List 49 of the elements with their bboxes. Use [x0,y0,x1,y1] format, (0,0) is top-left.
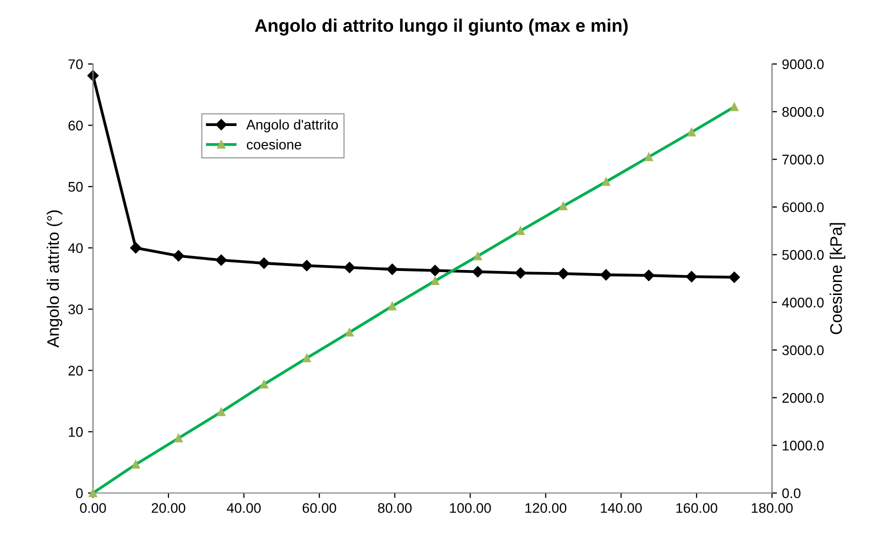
y-tick-label: 50 [68,182,83,192]
x-tick-label: 120.00 [525,503,566,513]
point [216,254,227,266]
point [87,70,99,82]
y2-tick-label: 9000.0 [782,59,824,70]
point [600,269,612,280]
y2-tick-label: 5000.0 [782,250,824,260]
y2-tick-label: 1000.0 [782,440,824,451]
x-tick-label: 40.00 [226,503,261,513]
point [130,242,142,254]
x-tick-label: 0.00 [80,503,106,513]
y-axis-title: Angolo di attrito (°) [46,210,62,348]
y-tick-label: 40 [68,243,83,254]
x-tick-label: 60.00 [302,503,336,513]
y-tick-label: 60 [68,120,83,130]
x-tick-label: 80.00 [378,503,412,513]
point [172,250,184,262]
point [558,268,569,280]
y2-axis-title: Coesione [kPa] [830,223,846,334]
chart-title: Angolo di attrito lungo il giunto (max e min) [254,18,628,36]
y-tick-label: 0 [76,488,83,498]
legend-label: coesione [246,139,302,150]
point [686,271,698,282]
point [386,264,398,275]
y2-tick-label: 2000.0 [782,393,824,403]
y-tick-label: 70 [68,59,83,70]
x-tick-label: 20.00 [152,503,186,513]
point [344,262,356,274]
point [301,260,312,272]
y2-tick-label: 7000.0 [782,154,824,165]
point [728,272,740,283]
y2-tick-label: 4000.0 [782,298,824,308]
y-tick-label: 30 [68,304,83,314]
point [258,258,270,269]
y2-tick-label: 6000.0 [782,202,824,212]
point [643,270,654,282]
y-tick-label: 20 [68,366,83,376]
x-tick-label: 160.00 [676,503,718,513]
y2-tick-label: 8000.0 [782,107,824,117]
point [514,267,526,279]
y2-tick-label: 0.0 [782,488,800,498]
x-tick-label: 140.00 [600,503,642,513]
y2-tick-label: 3000.0 [782,345,824,356]
x-tick-label: 180.00 [752,503,793,513]
point [472,266,484,278]
x-tick-label: 100.00 [450,503,491,513]
y-tick-label: 10 [68,427,83,437]
point [429,264,441,276]
legend-label: Angolo d'attrito [246,119,338,132]
